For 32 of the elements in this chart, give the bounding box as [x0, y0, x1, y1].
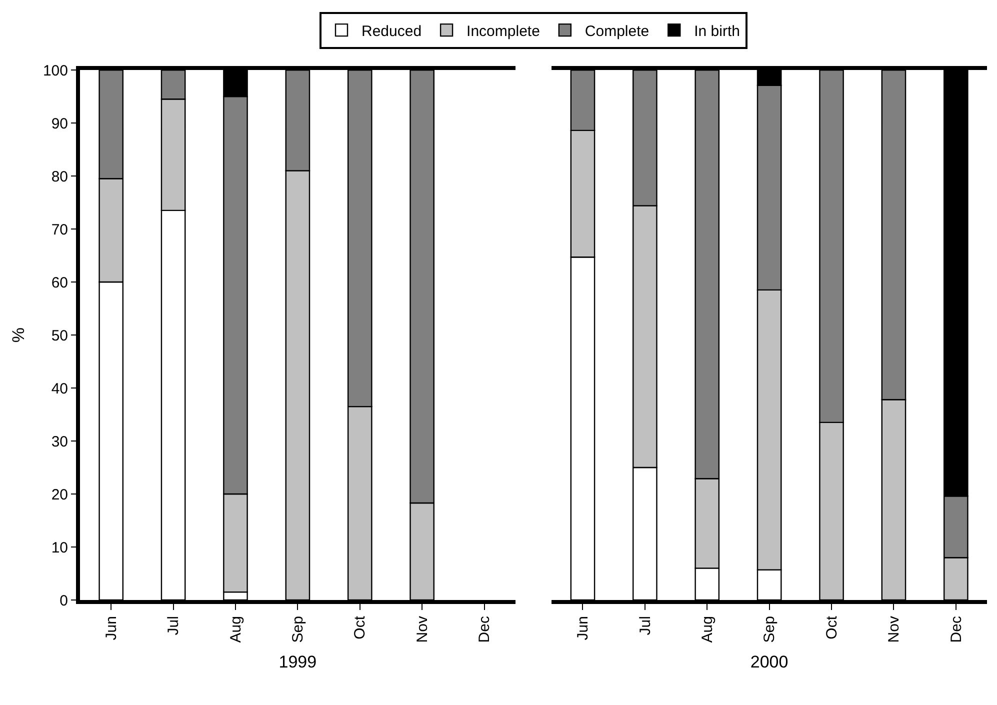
- y-tick-label: 70: [51, 221, 68, 238]
- x-tick-label: Jun: [102, 616, 120, 640]
- y-tick-label: 0: [60, 592, 68, 610]
- x-tick-label: Aug: [227, 616, 244, 643]
- x-tick-label: Oct: [823, 615, 840, 640]
- y-tick-label: 90: [51, 115, 68, 132]
- x-tick-label: Jul: [636, 616, 654, 636]
- x-tick-label: Oct: [352, 615, 369, 640]
- x-tick-label: Nov: [886, 616, 903, 643]
- legend-label: Incomplete: [466, 22, 540, 40]
- y-tick-label: 80: [51, 168, 68, 186]
- x-tick-label: Dec: [948, 616, 965, 643]
- x-tick-label: Nov: [414, 616, 431, 643]
- legend-label: In birth: [694, 22, 740, 40]
- x-axis-title: 1999: [278, 652, 317, 672]
- x-axis-title: 2000: [750, 652, 788, 672]
- y-tick-label: 100: [42, 62, 68, 80]
- y-axis-title: %: [9, 327, 28, 343]
- x-tick-label: Aug: [699, 616, 716, 643]
- x-tick-label: Jul: [165, 616, 182, 636]
- x-tick-label: Dec: [476, 616, 494, 643]
- legend-label: Complete: [584, 22, 650, 40]
- y-tick-label: 30: [51, 433, 68, 450]
- y-tick-label: 10: [51, 539, 68, 556]
- x-tick-label: Sep: [761, 616, 778, 643]
- x-tick-label: Sep: [290, 616, 307, 643]
- x-tick-label: Jun: [574, 616, 592, 640]
- y-tick-label: 50: [51, 327, 68, 344]
- y-tick-label: 60: [51, 274, 68, 292]
- y-tick-label: 20: [51, 486, 68, 504]
- y-tick-label: 40: [51, 380, 68, 398]
- legend-label: Reduced: [362, 22, 422, 40]
